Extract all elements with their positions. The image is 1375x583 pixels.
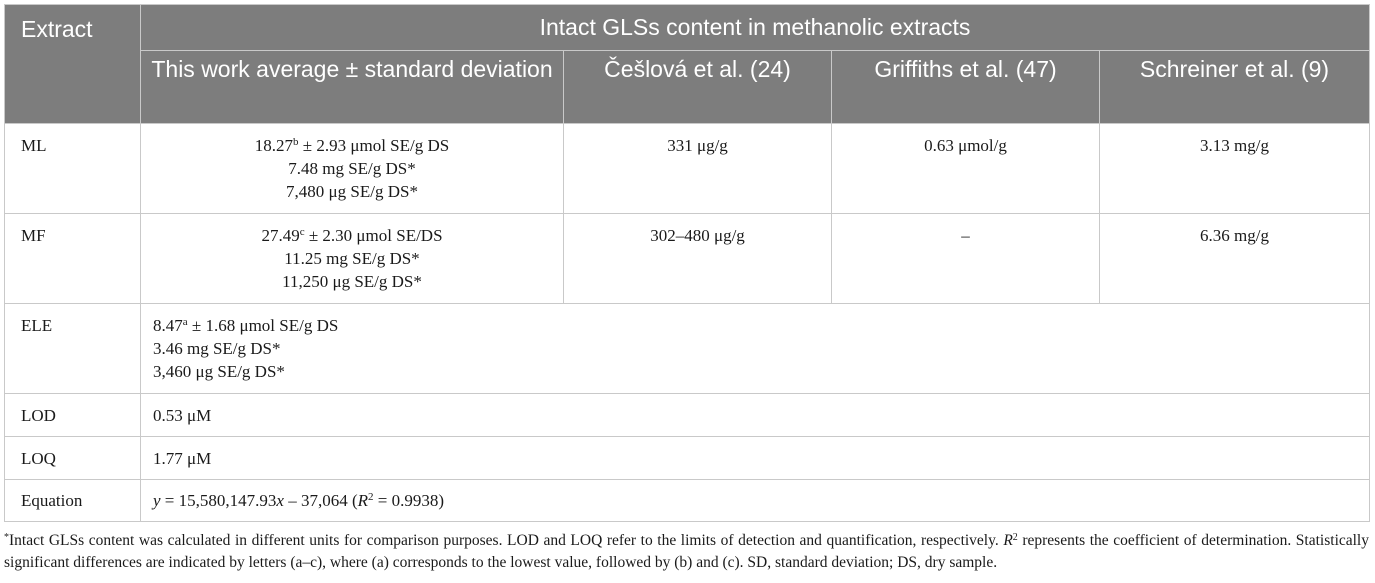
mf-value-line1: 27.49c ± 2.30 μmol SE/DS [153,224,551,247]
mf-value-line3: 11,250 μg SE/g DS* [282,272,422,291]
ml-value-line2: 7.48 mg SE/g DS* [288,159,416,178]
ml-ceslova-cell: 331 μg/g [563,123,832,214]
ml-schreiner-cell: 3.13 mg/g [1098,123,1371,214]
mf-value-line2: 11.25 mg SE/g DS* [284,249,420,268]
gls-content-table: Extract Intact GLSs content in methanoli… [4,4,1371,522]
mf-ceslova-cell: 302–480 μg/g [563,213,832,304]
ml-sd: ± 2.93 μmol SE/g DS [298,136,450,155]
header-this-work: This work average ± standard deviation [140,50,564,124]
header-extract: Extract [4,4,141,124]
table-row-loq: LOQ 1.77 μM [4,436,1371,480]
row-label-loq: LOQ [4,436,141,480]
ml-value-line3: 7,480 μg SE/g DS* [286,182,418,201]
equation-r2-value: = 0.9938) [373,491,444,510]
header-schreiner: Schreiner et al. (9) [1098,50,1371,124]
ele-sig-letter: a [182,316,188,328]
equation-r: R [357,491,368,510]
mf-this-work-cell: 27.49c ± 2.30 μmol SE/DS 11.25 mg SE/g D… [140,213,564,304]
table-row-ml: ML 18.27b ± 2.93 μmol SE/g DS 7.48 mg SE… [4,123,1371,214]
loq-value-cell: 1.77 μM [139,436,1371,480]
table-row-ele: ELE 8.47a ± 1.68 μmol SE/g DS 3.46 mg SE… [4,303,1371,394]
footnote-text-part1: Intact GLSs content was calculated in di… [9,532,1004,549]
equation-x: x [276,491,284,510]
mf-schreiner-cell: 6.36 mg/g [1098,213,1371,304]
header-row-columns: This work average ± standard deviation Č… [5,50,1371,124]
ml-sig-letter: b [293,136,299,148]
table-row-mf: MF 27.49c ± 2.30 μmol SE/DS 11.25 mg SE/… [4,213,1371,304]
ele-sd: ± 1.68 μmol SE/g DS [187,316,339,335]
footnote-marker: * [4,532,9,543]
equation-r-exponent: 2 [368,491,374,503]
ml-mean: 18.27 [254,136,294,155]
footnote-r: R [1003,532,1013,549]
mf-mean: 27.49 [261,226,300,245]
equation-y: y [153,491,161,510]
ele-this-work-cell: 8.47a ± 1.68 μmol SE/g DS 3.46 mg SE/g D… [139,303,1371,394]
ml-griffiths-cell: 0.63 μmol/g [831,123,1100,214]
row-label-ele: ELE [4,303,141,394]
equation-intercept: – 37,064 ( [283,491,358,510]
equation-slope: = 15,580,147.93 [160,491,277,510]
row-label-lod: LOD [4,393,141,437]
header-row-group: Extract Intact GLSs content in methanoli… [4,4,1371,124]
ele-mean: 8.47 [153,316,183,335]
ele-value-line2: 3.46 mg SE/g DS* [153,339,281,358]
ele-value-line1: 8.47a ± 1.68 μmol SE/g DS [153,314,1357,337]
ml-value-line1: 18.27b ± 2.93 μmol SE/g DS [153,134,551,157]
row-label-mf: MF [4,213,141,304]
lod-value-cell: 0.53 μM [139,393,1371,437]
mf-sd: ± 2.30 μmol SE/DS [304,226,443,245]
table-row-lod: LOD 0.53 μM [4,393,1371,437]
table-footnote: *Intact GLSs content was calculated in d… [4,530,1369,574]
ml-this-work-cell: 18.27b ± 2.93 μmol SE/g DS 7.48 mg SE/g … [140,123,564,214]
mf-sig-letter: c [299,226,305,238]
table-row-equation: Equation y = 15,580,147.93x – 37,064 (R2… [4,479,1371,522]
ele-value-line3: 3,460 μg SE/g DS* [153,362,285,381]
header-ceslova: Češlová et al. (24) [563,50,832,124]
results-table-container: Extract Intact GLSs content in methanoli… [4,4,1371,522]
header-griffiths: Griffiths et al. (47) [831,50,1100,124]
mf-griffiths-cell: – [831,213,1100,304]
footnote-text-part2: represents the coefficient of determinat… [4,532,1369,571]
row-label-ml: ML [4,123,141,214]
row-label-equation: Equation [4,479,141,522]
footnote-r-exponent: 2 [1012,532,1018,543]
equation-cell: y = 15,580,147.93x – 37,064 (R2 = 0.9938… [139,479,1371,522]
header-group-title: Intact GLSs content in methanolic extrac… [139,4,1371,51]
